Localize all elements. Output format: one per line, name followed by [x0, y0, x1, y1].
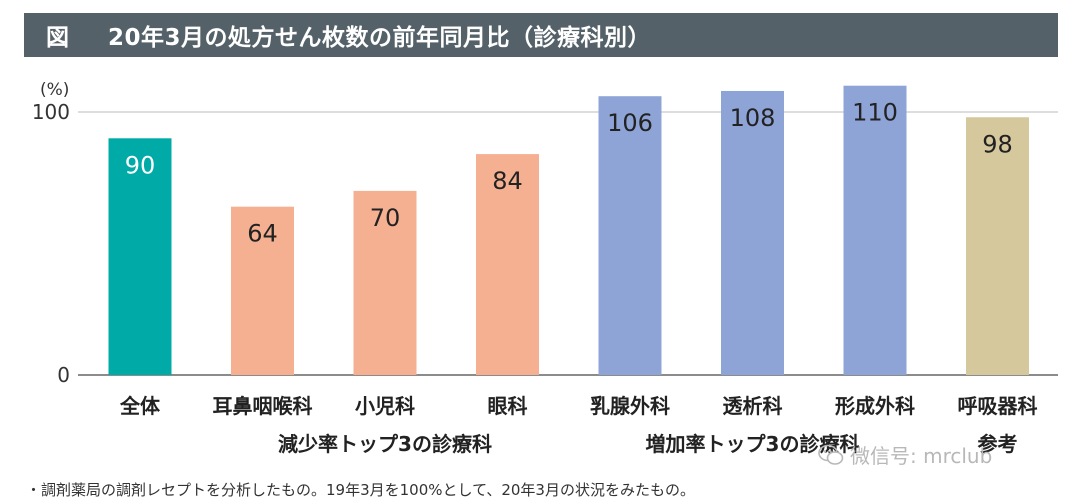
footnote: ・調剤薬局の調剤レセプトを分析したもの。19年3月を100%として、20年3月の…	[26, 481, 695, 499]
bar	[476, 154, 539, 375]
category-label: 眼科	[488, 394, 528, 418]
watermark: 微信号: mrclub	[818, 440, 992, 469]
title-bar: 図 20年3月の処方せん枚数の前年同月比（診療科別）	[24, 13, 1058, 57]
group-label: 増加率トップ3の診療科	[646, 432, 860, 456]
group-label: 減少率トップ3の診療科	[278, 432, 492, 456]
data-label: 84	[492, 167, 523, 195]
data-label: 110	[852, 99, 898, 127]
figure-label: 図	[46, 25, 69, 51]
y-tick-label: 100	[32, 100, 70, 124]
data-label: 106	[607, 109, 653, 137]
watermark-text: 微信号: mrclub	[850, 444, 993, 468]
category-label: 呼吸器科	[958, 394, 1038, 418]
category-label: 全体	[119, 394, 161, 418]
y-tick-label: 0	[57, 363, 70, 387]
data-label: 108	[730, 104, 776, 132]
data-label: 98	[982, 130, 1013, 158]
bar	[966, 117, 1029, 375]
bar	[721, 90, 784, 376]
data-label: 70	[370, 204, 401, 232]
data-label: 64	[247, 220, 278, 248]
category-label: 耳鼻咽喉科	[213, 394, 313, 418]
wechat-icon	[818, 444, 844, 465]
chart-title: 20年3月の処方せん枚数の前年同月比（診療科別）	[108, 25, 652, 51]
category-label: 透析科	[723, 394, 783, 418]
data-label: 90	[125, 151, 156, 179]
y-axis-unit-label: (%)	[40, 80, 69, 100]
group-label: 参考	[978, 432, 1018, 456]
bar	[353, 190, 417, 375]
bar	[843, 85, 907, 375]
category-label: 形成外科	[835, 394, 915, 418]
bar	[108, 138, 172, 375]
category-label: 小児科	[355, 394, 415, 418]
category-label: 乳腺外科	[590, 394, 670, 418]
bar	[231, 206, 294, 375]
bar	[598, 96, 662, 375]
